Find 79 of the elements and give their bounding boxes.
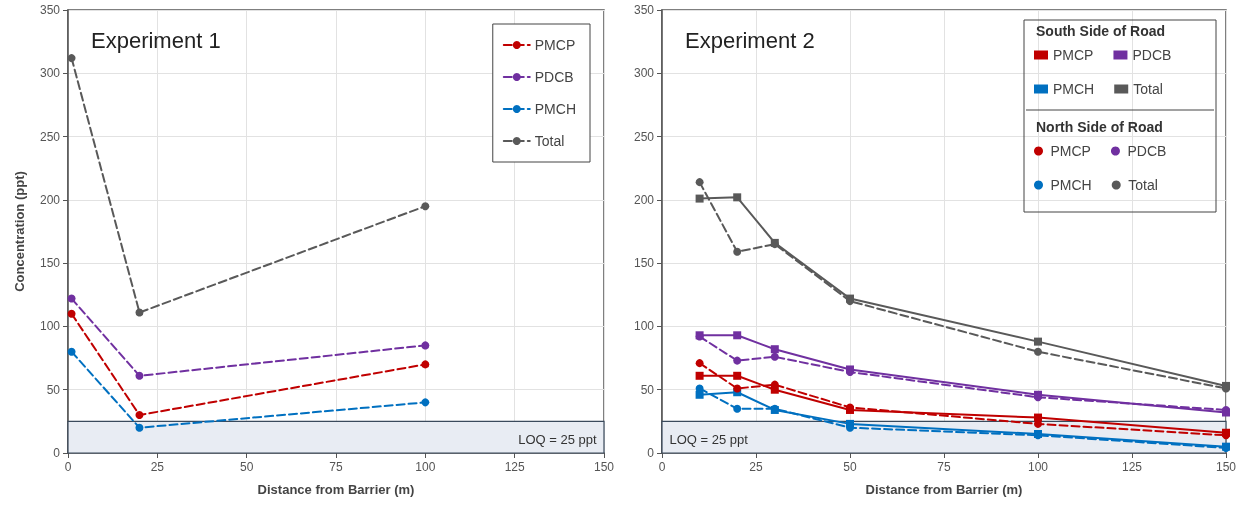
x-tick-label: 0 <box>64 460 72 474</box>
point <box>733 356 742 365</box>
y-tick-label: 100 <box>39 319 61 334</box>
x-tick-label: 125 <box>1121 460 1143 474</box>
point <box>1034 347 1042 356</box>
point <box>67 309 76 318</box>
point <box>695 194 704 203</box>
legend-label: PMCH <box>534 101 577 117</box>
point <box>770 352 779 361</box>
text: Experiment 2 <box>685 27 815 53</box>
legend-label: PDCB <box>1127 143 1167 159</box>
legend-label: PMCH <box>1053 81 1095 97</box>
point <box>695 371 704 380</box>
x-tick-label: 75 <box>329 460 343 474</box>
x-tick-label: 150 <box>593 460 615 474</box>
x-tick-label: 25 <box>150 460 165 474</box>
legend-label: Total <box>1128 177 1158 193</box>
legend-label: Total <box>534 133 565 149</box>
x-tick-label: 75 <box>937 460 951 474</box>
point <box>733 371 742 380</box>
point <box>67 294 76 303</box>
y-tick-label: 150 <box>633 256 655 271</box>
legend-label: Total <box>1133 81 1163 97</box>
band-label: LOQ = 25 ppt <box>518 431 597 447</box>
point <box>695 359 704 368</box>
x-tick-label: 0 <box>658 460 666 474</box>
point <box>770 345 779 354</box>
point <box>421 360 430 369</box>
point <box>733 331 742 340</box>
y-tick-label: 200 <box>39 192 61 207</box>
band-label: LOQ = 25 ppt <box>669 431 749 447</box>
point <box>421 341 430 350</box>
y-tick-label: 150 <box>39 256 61 271</box>
legend-label: PMCP <box>534 37 576 53</box>
y-tick-label: 0 <box>647 446 655 460</box>
point <box>733 384 742 393</box>
point <box>733 404 742 413</box>
y-tick-label: 350 <box>39 3 61 17</box>
x-tick-label: 50 <box>843 460 857 474</box>
point <box>135 371 144 380</box>
y-tick-label: 250 <box>633 129 655 144</box>
legend-label: PMCP <box>1053 47 1094 63</box>
point <box>695 178 704 187</box>
point <box>421 202 430 211</box>
point <box>695 390 704 399</box>
x-tick-label: 150 <box>1215 460 1237 474</box>
y-tick-label: 0 <box>53 446 61 460</box>
x-axis-title: Distance from Barrier (m) <box>865 482 1023 497</box>
y-tick-label: 250 <box>39 129 61 144</box>
point <box>733 247 742 256</box>
legend-label: PMCP <box>1050 143 1091 159</box>
annotation: South Side of Road <box>1036 23 1166 39</box>
x-tick-label: 100 <box>415 460 436 474</box>
point <box>135 411 144 420</box>
y-tick-label: 350 <box>633 3 655 17</box>
y-tick-label: 200 <box>633 192 655 207</box>
point <box>135 423 144 432</box>
x-axis-title: Distance from Barrier (m) <box>257 482 415 497</box>
y-tick-label: 50 <box>640 382 655 397</box>
legend-label: PDCB <box>1132 47 1172 63</box>
x-tick-label: 125 <box>504 460 525 474</box>
point <box>733 193 742 202</box>
point <box>67 347 76 356</box>
y-tick-label: 50 <box>46 382 61 397</box>
y-axis-title: Concentration (ppt) <box>12 171 27 292</box>
legend-label: PDCB <box>534 69 574 85</box>
point <box>421 398 430 407</box>
x-tick-label: 25 <box>749 460 763 474</box>
point <box>1034 337 1042 346</box>
x-tick-label: 50 <box>239 460 254 474</box>
annotation: North Side of Road <box>1036 119 1163 135</box>
y-tick-label: 300 <box>633 66 655 81</box>
y-tick-label: 300 <box>39 66 61 81</box>
text: Experiment 1 <box>91 27 221 53</box>
y-tick-label: 100 <box>633 319 655 334</box>
point <box>135 308 144 317</box>
point <box>67 54 76 63</box>
legend-label: PMCH <box>1050 177 1092 193</box>
x-tick-label: 100 <box>1027 460 1049 474</box>
